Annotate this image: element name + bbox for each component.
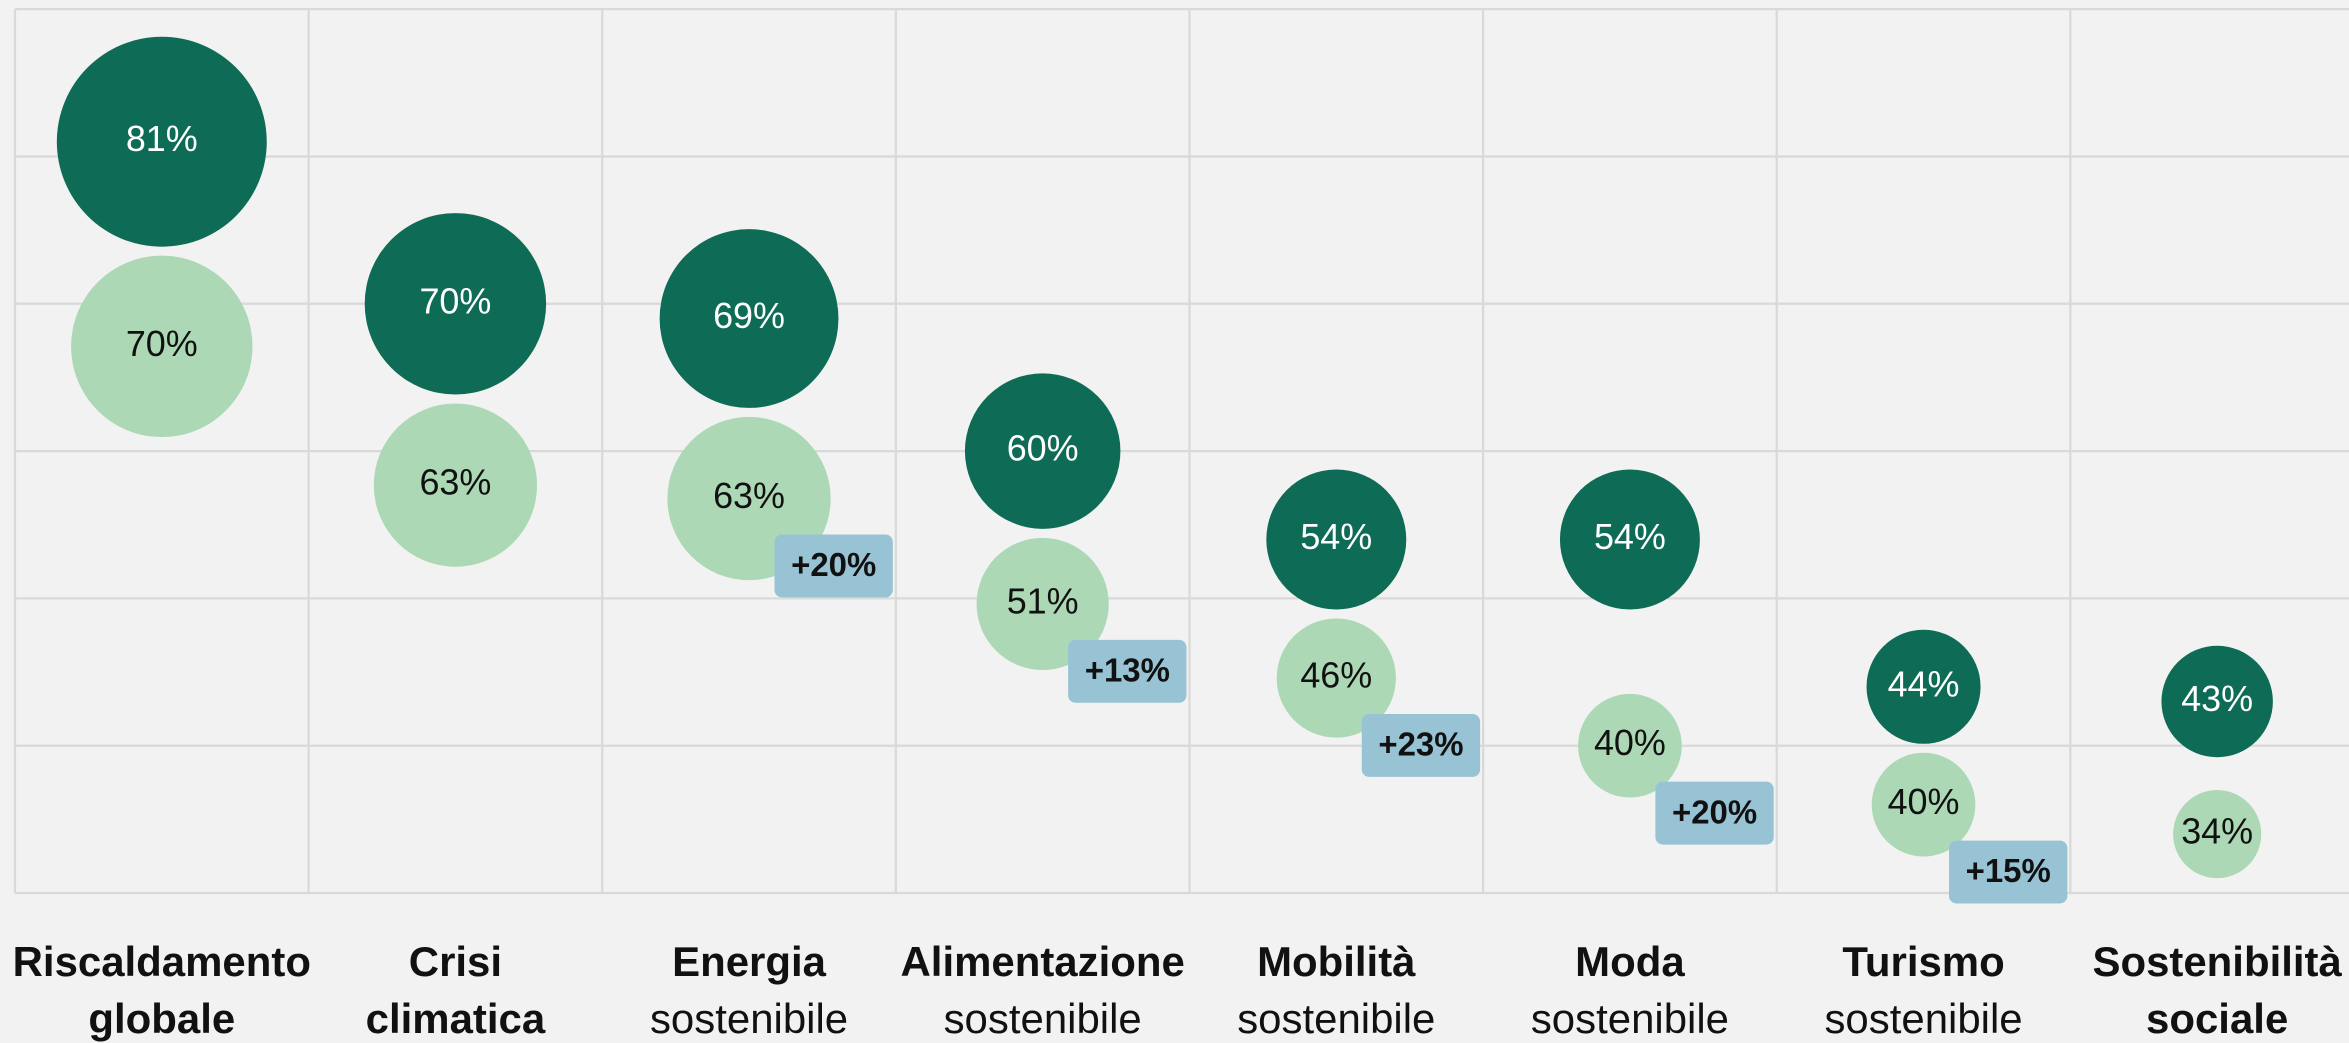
bubble: [1866, 629, 1981, 744]
badge: [1655, 781, 1774, 845]
badge-label: +20%: [791, 546, 876, 583]
bubble: [71, 255, 253, 438]
x-tick-label: Alimentazione: [901, 938, 1185, 985]
bubble: [1266, 469, 1407, 610]
badge-label: +20%: [1672, 793, 1757, 830]
value-label: 81%: [126, 118, 198, 159]
value-label: 54%: [1300, 516, 1372, 557]
x-tick-label: Turismo: [1842, 938, 2004, 985]
x-tick-label: sostenibile: [1824, 995, 2022, 1042]
badge-label: +13%: [1085, 652, 1170, 689]
x-tick-label: sostenibile: [1531, 995, 1729, 1042]
value-label: 34%: [2181, 811, 2253, 852]
x-tick-label: sostenibile: [944, 995, 1142, 1042]
x-tick-label: Riscaldamento: [13, 938, 311, 985]
bubble: [2161, 645, 2273, 758]
x-tick-label: globale: [88, 995, 235, 1042]
x-tick-label: sostenibile: [1237, 995, 1435, 1042]
x-tick-label: climatica: [366, 995, 546, 1042]
value-label: 43%: [2181, 678, 2253, 719]
value-label: 44%: [1888, 663, 1960, 704]
bubble: [976, 537, 1109, 671]
x-tick-label: sostenibile: [650, 995, 848, 1042]
bubble: [373, 403, 538, 567]
badge: [1361, 714, 1481, 777]
bubble: [56, 36, 267, 247]
value-label: 63%: [419, 462, 491, 503]
x-tick-label: Energia: [672, 938, 827, 985]
value-label: 70%: [126, 323, 198, 364]
value-label: 70%: [419, 280, 491, 321]
value-label: 40%: [1888, 781, 1960, 822]
bubble: [364, 213, 547, 395]
bubble: [1578, 693, 1682, 798]
badge: [1068, 639, 1187, 703]
bubble: [964, 373, 1121, 529]
value-label: 63%: [713, 475, 785, 516]
x-tick-label: Sostenibilità: [2092, 938, 2342, 985]
x-tick-label: Moda: [1575, 938, 1685, 985]
value-label: 54%: [1594, 516, 1666, 557]
value-label: 40%: [1594, 722, 1666, 763]
bubble: [659, 229, 839, 408]
bubble: [1559, 469, 1700, 610]
bubble: [1871, 752, 1976, 857]
value-label: 51%: [1007, 580, 1079, 621]
bubble: [1276, 618, 1396, 738]
bubble: [2173, 790, 2262, 879]
value-label: 69%: [713, 295, 785, 336]
badge-label: +15%: [1966, 852, 2051, 889]
badge-label: +23%: [1378, 726, 1463, 763]
value-label: 46%: [1300, 655, 1372, 696]
x-tick-label: Crisi: [409, 938, 502, 985]
value-label: 60%: [1007, 428, 1079, 469]
x-tick-label: Mobilità: [1257, 938, 1416, 985]
badge: [1949, 840, 2068, 904]
x-tick-label: sociale: [2146, 995, 2288, 1042]
badge: [774, 534, 893, 598]
